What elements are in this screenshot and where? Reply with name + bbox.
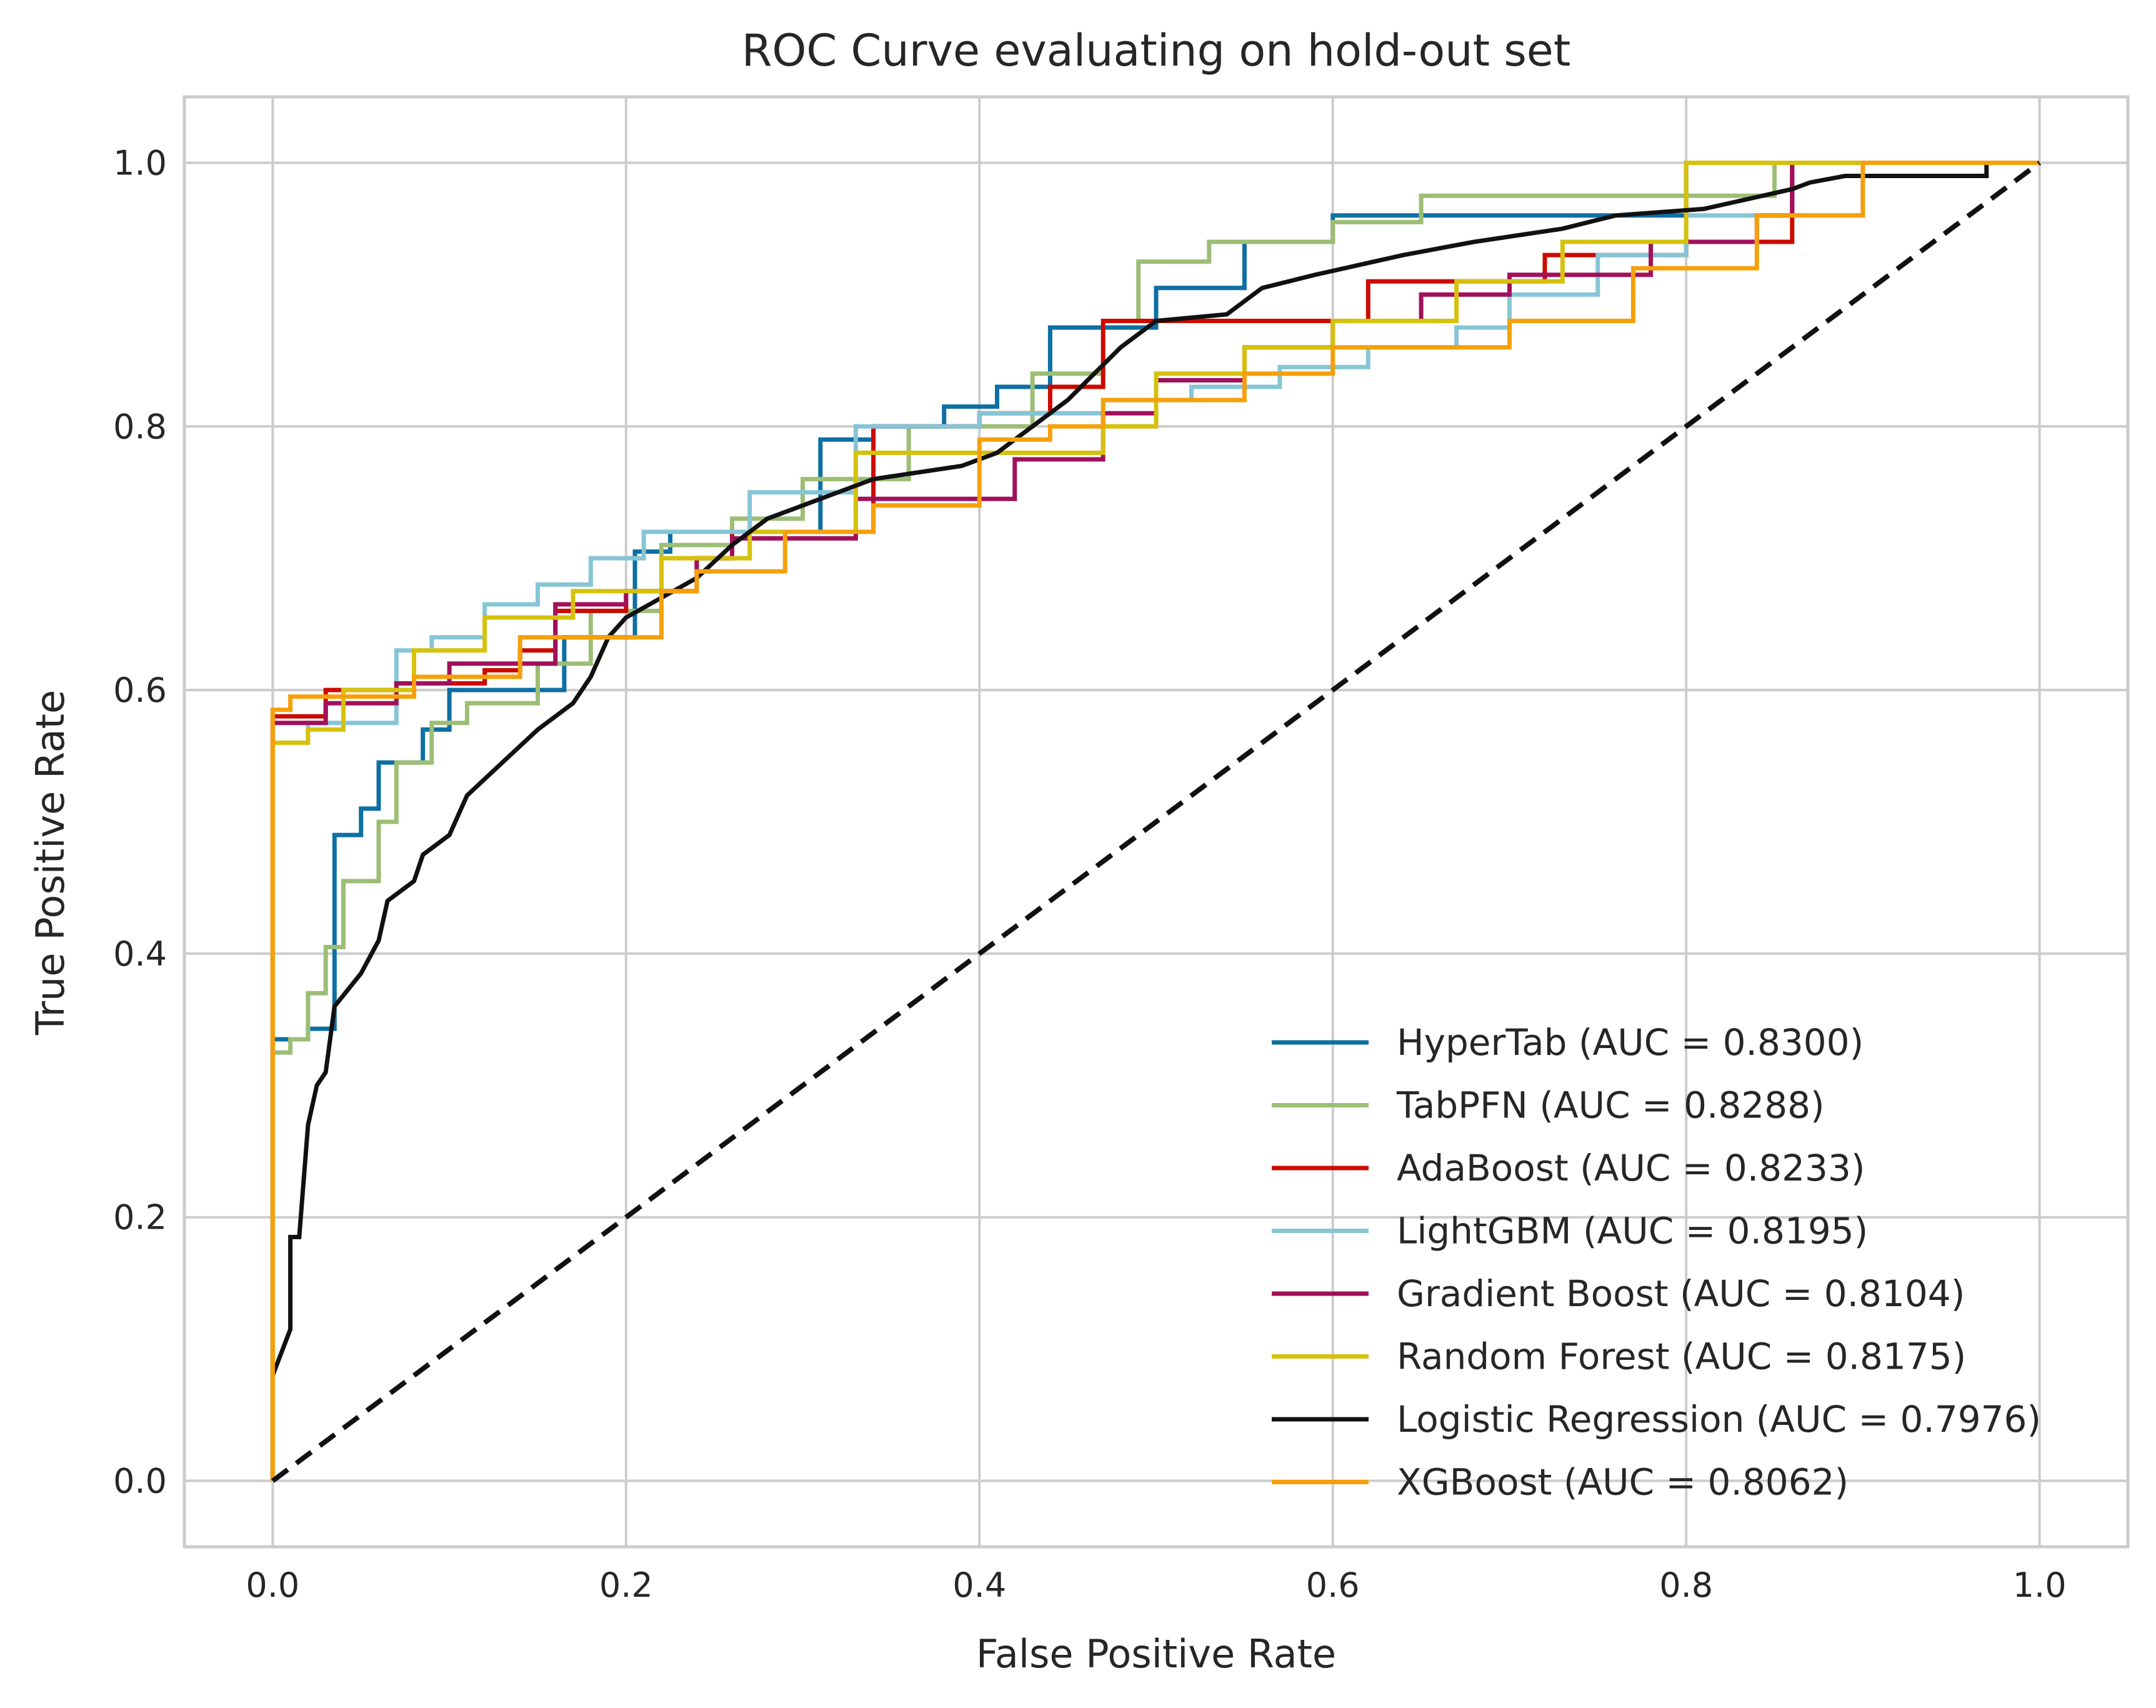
x-tick-label: 0.4 xyxy=(952,1566,1006,1605)
series-line-1 xyxy=(270,161,2040,1481)
legend-entry-3: AdaBoost (AUC = 0.8233) xyxy=(1397,1147,1865,1189)
series-line-6 xyxy=(270,161,2040,1481)
x-tick-label: 0.6 xyxy=(1306,1566,1360,1605)
x-tick-label: 1.0 xyxy=(2013,1566,2067,1605)
y-tick-label: 1.0 xyxy=(113,143,167,182)
legend-entry-2: TabPFN (AUC = 0.8288) xyxy=(1396,1084,1825,1127)
x-axis-label: False Positive Rate xyxy=(976,1631,1336,1677)
plot-frame xyxy=(182,95,2130,1549)
series-line-5 xyxy=(270,161,2040,1481)
chart-title: ROC Curve evaluating on hold-out set xyxy=(742,25,1571,76)
legend-entry-7: Logistic Regression (AUC = 0.7976) xyxy=(1397,1398,2041,1441)
plot-area: 0.0 0.2 0.4 0.6 0.8 1.0 0.0 0.2 0.4 0.6 0.8 1.0 xyxy=(113,95,2130,1605)
baseline-diagonal xyxy=(271,161,2042,1483)
x-tick-label: 0.2 xyxy=(599,1566,653,1605)
series-line-7 xyxy=(271,161,2040,1377)
y-tick-label: 0.4 xyxy=(113,934,167,974)
x-tick-label: 0.8 xyxy=(1659,1566,1713,1605)
series-line-8 xyxy=(270,161,2040,1481)
x-tick-label: 0.0 xyxy=(246,1566,299,1605)
series-line-4 xyxy=(270,161,2040,1481)
legend: HyperTab (AUC = 0.8300) TabPFN (AUC = 0.8… xyxy=(1272,1021,2041,1504)
y-tick-label: 0.6 xyxy=(113,671,167,710)
y-axis-label: True Positive Rate xyxy=(27,690,73,1036)
legend-entry-8: XGBoost (AUC = 0.8062) xyxy=(1397,1461,1849,1504)
legend-entry-6: Random Forest (AUC = 0.8175) xyxy=(1397,1336,1966,1378)
legend-entry-1: HyperTab (AUC = 0.8300) xyxy=(1397,1021,1864,1064)
y-tick-label: 0.0 xyxy=(113,1462,167,1501)
y-tick-label: 0.2 xyxy=(113,1198,167,1237)
legend-entry-5: Gradient Boost (AUC = 0.8104) xyxy=(1397,1272,1965,1315)
legend-entry-4: LightGBM (AUC = 0.8195) xyxy=(1397,1210,1868,1252)
y-tick-label: 0.8 xyxy=(113,407,167,446)
